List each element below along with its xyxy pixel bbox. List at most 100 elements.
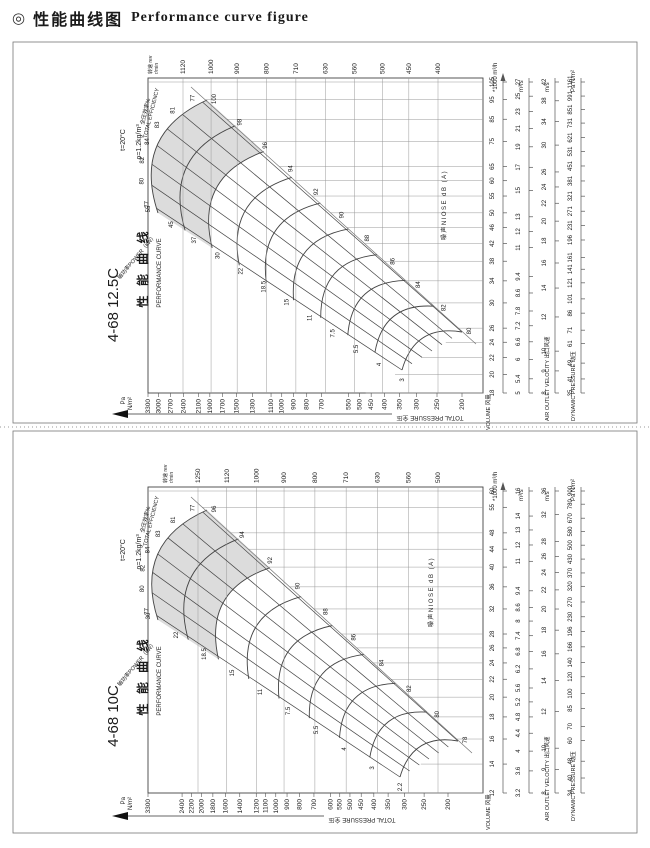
dynamic-pressure-tick-label: 48 [568,757,574,764]
volume-scale-arrow-icon [500,482,506,490]
flow-m3s-tick-label: 13 [516,213,522,220]
efficiency-label: 81 [171,516,177,523]
dynamic-pressure-tick-label: 900 [568,485,574,496]
efficiency-label: 83 [155,121,161,128]
power-kw-label: 11 [308,314,314,321]
pressure-tick-label: 1300 [249,399,256,414]
efficiency-band [151,510,270,660]
flow-m3s-tick-label: 27 [516,78,522,85]
velocity-tick-label: 24 [542,183,548,190]
velocity-tick-label: 26 [542,552,548,559]
volume-tick-label: 26 [490,644,496,651]
rpm-curve [277,625,333,699]
power-kw-label: 11 [258,688,264,695]
pressure-tick-label: 1200 [253,799,260,814]
dynamic-pressure-tick-label: 271 [568,206,574,217]
pressure-tick-label: 1400 [237,799,244,814]
flow-m3s-tick-label: 13 [516,526,522,533]
scale-header: m/s [545,82,551,92]
flow-m3s-tick-label: 3.6 [516,766,522,775]
flow-m3s-tick-label: 8 [516,619,522,623]
dynamic-pressure-tick-label: 120 [568,671,574,682]
velocity-tick-label: 16 [542,259,548,266]
volume-tick-label: 24 [490,659,496,666]
pressure-tick-label: 500 [356,399,363,410]
outlet-axis-label: AIR OUTLET VELOCITY 出口风速 [543,736,551,821]
dynamic-axis-label: DYNAMIC PRESSURE 动压 [570,751,577,821]
noise-db-label: 88 [324,608,330,615]
pressure-tick-label: 1000 [273,799,280,814]
efficiency-ray [152,572,420,766]
velocity-tick-label: 32 [542,511,548,518]
power-kw-label: 3 [370,766,376,770]
volume-tick-label: 50 [490,209,496,216]
efficiency-label: 77 [191,504,197,511]
dynamic-pressure-tick-label: 196 [568,626,574,637]
flow-m3s-tick-label: 7.2 [516,321,522,330]
rpm-tick-label: 1000 [208,59,215,74]
pressure-tick-label: 700 [311,799,318,810]
efficiency-label: 84 [145,137,151,144]
flow-m3s-tick-label: 6.6 [516,337,522,346]
bullet-circle-icon: ◎ [12,10,26,27]
velocity-tick-label: 12 [542,708,548,715]
volume-tick-label: 18 [490,389,496,396]
flow-m3s-tick-label: 5 [516,391,522,395]
dynamic-pressure-tick-label: 100 [568,688,574,699]
dynamic-pressure-tick-label: 230 [568,611,574,622]
rpm-curve [374,305,434,353]
velocity-tick-label: 24 [542,568,548,575]
pressure-tick-label: 2100 [196,399,203,414]
chart-title-zh: 性 能 曲 线 [135,636,150,716]
velocity-tick-label: 9 [542,767,548,771]
noise-db-label: 86 [391,257,397,264]
pressure-tick-label: 200 [445,799,452,810]
rpm-tick-label: 710 [343,472,350,483]
rpm-curve [264,202,321,283]
noise-line [190,86,477,345]
noise-db-label: 80 [435,710,441,717]
plot-border [147,77,484,394]
velocity-tick-label: 10 [542,744,548,751]
efficiency-ray [151,163,423,358]
pressure-tick-label: 3300 [145,399,152,414]
volume-tick-label: 75 [490,137,496,144]
velocity-tick-label: 18 [542,237,548,244]
noise-db-label: 94 [289,165,295,172]
velocity-tick-label: 10 [542,347,548,354]
velocity-tick-label: 22 [542,586,548,593]
rpm-curve [320,254,378,318]
volume-axis-label: VOLUME 风量 [485,794,492,830]
noise-axis-label: 噪声NIOSE dB (A) [427,557,435,627]
efficiency-ray [157,553,430,760]
rpm-axis-label: 转速 revr/min [162,464,175,483]
rpm-curve [183,538,239,640]
dynamic-pressure-tick-label: 49 [568,359,574,366]
noise-db-label: 84 [379,659,385,666]
volume-tick-label: 22 [490,354,496,361]
scale-header: *1000 m³/h [493,472,499,501]
condition-density: ρ=1.2kg/m³ [136,534,143,570]
condition-temperature: t=20°C [119,539,127,561]
flow-m3s-tick-label: 9.4 [516,586,522,595]
velocity-tick-label: 12 [542,313,548,320]
efficiency-ray [151,592,410,772]
rpm-curve [399,739,459,778]
power-kw-label: 18.5 [202,648,208,660]
pressure-tick-label: 1100 [263,799,270,813]
flow-m3s-tick-label: 4.4 [516,728,522,737]
pressure-tick-label: 450 [368,399,375,410]
flow-m3s-tick-label: 23 [516,108,522,115]
rpm-tick-label: 400 [435,63,442,74]
dynamic-pressure-tick-label: 141 [568,264,574,275]
volume-tick-label: 40 [490,563,496,570]
total-pressure-axis-label: TOTAL PRESSURE 全压 [397,414,464,422]
velocity-tick-label: 28 [542,537,548,544]
pressure-tick-label: 600 [327,799,334,810]
pressure-tick-label: 1000 [279,399,286,414]
volume-tick-label: 105 [490,76,496,87]
rpm-tick-label: 800 [312,472,319,483]
power-kw-label: 37 [192,236,198,243]
rpm-curve [208,151,264,249]
dynamic-pressure-tick-label: 35 [568,389,574,396]
